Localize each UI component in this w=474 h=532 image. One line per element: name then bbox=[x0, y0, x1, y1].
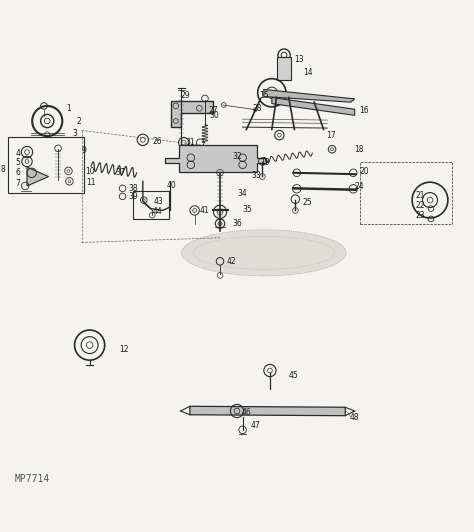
Text: 18: 18 bbox=[355, 145, 364, 154]
Text: 16: 16 bbox=[359, 106, 369, 115]
Text: 44: 44 bbox=[152, 207, 162, 217]
Text: 8: 8 bbox=[0, 165, 5, 174]
Text: 5: 5 bbox=[16, 158, 20, 167]
Text: 35: 35 bbox=[243, 205, 252, 214]
Text: 4: 4 bbox=[16, 149, 20, 159]
Text: 13: 13 bbox=[294, 55, 304, 64]
Text: 3: 3 bbox=[72, 129, 77, 138]
Polygon shape bbox=[171, 101, 213, 127]
Text: 7: 7 bbox=[16, 179, 20, 188]
Polygon shape bbox=[190, 406, 345, 415]
Text: 32: 32 bbox=[232, 152, 242, 161]
Text: 42: 42 bbox=[226, 257, 236, 266]
Text: 9: 9 bbox=[82, 146, 86, 155]
Text: 46: 46 bbox=[242, 409, 251, 418]
Bar bbox=[360, 162, 452, 223]
Text: 11: 11 bbox=[86, 178, 96, 187]
Text: 12: 12 bbox=[119, 345, 129, 354]
Text: 14: 14 bbox=[303, 69, 312, 78]
Bar bbox=[8, 137, 83, 193]
Text: 31: 31 bbox=[185, 138, 195, 147]
Text: 30: 30 bbox=[210, 111, 219, 120]
Bar bbox=[276, 57, 291, 80]
Polygon shape bbox=[272, 97, 355, 115]
Text: 33: 33 bbox=[251, 171, 261, 180]
Text: 47: 47 bbox=[251, 421, 261, 430]
Text: 2: 2 bbox=[77, 117, 82, 126]
Text: 38: 38 bbox=[129, 184, 138, 193]
Text: 45: 45 bbox=[289, 371, 299, 380]
Text: 20: 20 bbox=[359, 168, 369, 176]
Text: 36: 36 bbox=[232, 219, 242, 228]
Text: 19: 19 bbox=[261, 158, 270, 167]
Text: 6: 6 bbox=[16, 168, 20, 177]
Text: 23: 23 bbox=[416, 211, 426, 220]
Ellipse shape bbox=[182, 230, 346, 276]
Text: 48: 48 bbox=[350, 413, 360, 422]
Text: 39: 39 bbox=[129, 192, 138, 201]
Polygon shape bbox=[264, 89, 355, 102]
Text: 26: 26 bbox=[152, 137, 162, 146]
Text: 34: 34 bbox=[237, 188, 247, 197]
Text: 29: 29 bbox=[181, 91, 190, 100]
Text: 1: 1 bbox=[66, 104, 71, 113]
Polygon shape bbox=[165, 145, 266, 172]
Text: MP7714: MP7714 bbox=[14, 474, 50, 484]
Text: 41: 41 bbox=[199, 206, 209, 215]
Text: 43: 43 bbox=[153, 196, 163, 205]
Text: 24: 24 bbox=[355, 182, 365, 192]
Text: 15: 15 bbox=[259, 91, 269, 100]
Text: 22: 22 bbox=[416, 201, 425, 210]
Bar bbox=[133, 190, 169, 219]
Text: 27: 27 bbox=[209, 106, 219, 115]
Text: 21: 21 bbox=[416, 191, 425, 200]
Text: 10: 10 bbox=[85, 168, 94, 176]
Text: 40: 40 bbox=[166, 181, 176, 190]
Text: 17: 17 bbox=[327, 131, 336, 139]
Polygon shape bbox=[27, 167, 49, 186]
Text: 28: 28 bbox=[252, 104, 262, 113]
Text: 37: 37 bbox=[116, 168, 125, 177]
Text: 25: 25 bbox=[303, 198, 312, 207]
